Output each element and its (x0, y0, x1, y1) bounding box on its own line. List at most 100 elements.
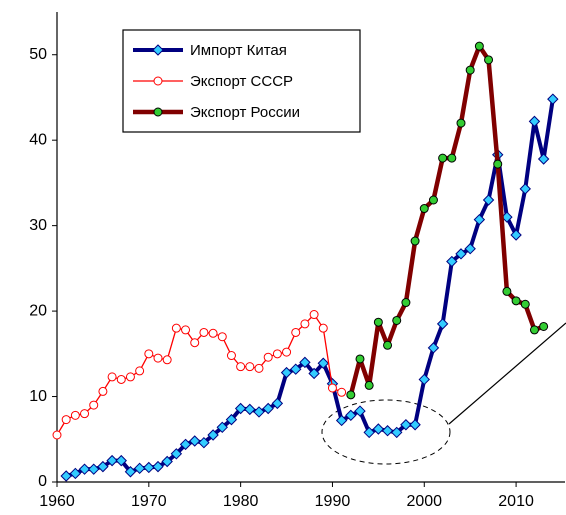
marker (171, 323, 181, 333)
marker (217, 332, 227, 342)
marker (60, 470, 72, 482)
marker (308, 367, 320, 380)
x-tick-label: 2010 (498, 493, 534, 510)
marker (80, 409, 90, 419)
marker (473, 213, 486, 226)
marker (410, 236, 420, 246)
marker (438, 153, 448, 163)
marker (254, 363, 264, 373)
marker (216, 421, 228, 434)
marker (464, 243, 476, 255)
x-tick-label: 1980 (223, 493, 259, 510)
marker (135, 366, 145, 376)
marker (455, 248, 467, 260)
marker (383, 340, 393, 350)
marker (153, 76, 163, 86)
pointer-line (448, 322, 566, 425)
marker (116, 374, 126, 384)
marker (245, 362, 255, 372)
marker (262, 402, 274, 415)
marker (225, 413, 238, 426)
legend-label: Экспорт России (190, 104, 300, 121)
marker (519, 183, 531, 195)
marker (436, 318, 449, 330)
marker (97, 460, 109, 473)
marker (52, 430, 62, 440)
marker (528, 115, 541, 128)
legend-label: Импорт Китая (190, 42, 287, 59)
legend: Импорт Китая Экспорт СССР Экспорт России (122, 29, 361, 133)
marker (502, 286, 512, 296)
legend-label: Экспорт СССР (190, 73, 293, 90)
x-tick-label: 2000 (406, 493, 442, 510)
marker (115, 454, 127, 467)
y-tick-label: 10 (29, 388, 47, 405)
marker (170, 448, 183, 460)
marker (236, 362, 246, 372)
marker (282, 347, 292, 357)
marker (153, 353, 163, 363)
marker (381, 425, 394, 437)
marker (198, 436, 210, 449)
marker (69, 467, 82, 480)
marker (207, 429, 219, 441)
marker (152, 44, 164, 56)
marker (61, 415, 71, 425)
marker (391, 426, 403, 439)
marker (162, 355, 172, 365)
marker (447, 153, 457, 163)
marker (133, 462, 146, 475)
marker (199, 327, 209, 337)
marker (474, 41, 484, 51)
marker (364, 380, 374, 390)
marker (539, 321, 549, 331)
marker (428, 195, 438, 205)
marker (547, 93, 559, 105)
marker (290, 363, 302, 375)
marker (537, 153, 550, 165)
marker (318, 323, 328, 333)
marker (98, 386, 108, 396)
marker (465, 65, 475, 75)
y-tick-label: 40 (29, 131, 47, 148)
marker (78, 463, 91, 475)
marker (400, 419, 412, 431)
marker (280, 366, 293, 379)
marker (346, 390, 356, 400)
marker (263, 352, 273, 362)
x-tick-label: 1970 (131, 493, 167, 510)
x-tick-label: 1960 (39, 493, 75, 510)
marker (234, 402, 247, 415)
marker (345, 409, 357, 422)
series-line (65, 98, 555, 478)
marker (372, 423, 385, 435)
x-tick-label: 1990 (315, 493, 351, 510)
marker (446, 255, 458, 268)
marker (125, 372, 135, 382)
marker (107, 372, 117, 382)
marker (529, 325, 539, 335)
marker (401, 298, 411, 308)
marker (300, 319, 310, 329)
marker (153, 107, 163, 117)
marker (253, 406, 265, 418)
y-tick-label: 20 (29, 302, 47, 319)
marker (484, 55, 494, 65)
marker (392, 315, 402, 325)
marker (190, 338, 200, 348)
marker (337, 387, 347, 397)
marker (124, 466, 137, 478)
marker (152, 460, 164, 473)
marker (335, 414, 348, 427)
marker (511, 296, 521, 306)
marker (226, 351, 236, 361)
marker (272, 349, 282, 359)
marker (482, 194, 495, 206)
marker (409, 419, 421, 431)
marker (161, 455, 173, 468)
marker (456, 118, 466, 128)
marker (418, 373, 430, 386)
marker (354, 405, 366, 417)
marker (271, 397, 284, 410)
